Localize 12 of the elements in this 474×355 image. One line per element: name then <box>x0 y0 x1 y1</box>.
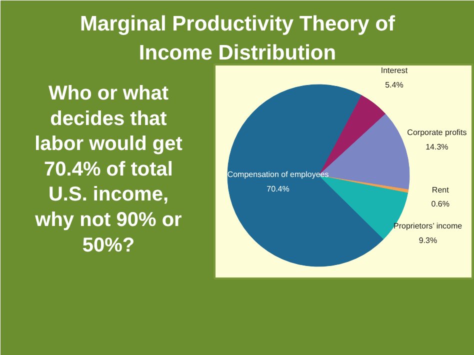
text: Who or what decides that labor would get 70.4% of total U.S. income, why not 90% or 50%? <box>34 82 183 256</box>
slice-label: Corporate profits <box>407 128 467 137</box>
slice-label: Proprietors’ income <box>394 222 463 231</box>
slice-label: Interest <box>380 66 408 75</box>
data-label: 9.3% <box>418 236 438 245</box>
slice-label: Compensation of employees <box>227 170 329 180</box>
data-label: 0.6% <box>431 200 450 209</box>
slice-label: Rent <box>432 185 450 194</box>
chart-title: Marginal Productivity Theory of Income Distribution <box>80 12 396 64</box>
data-label: 5.4% <box>385 80 404 90</box>
data-label: 14.3% <box>426 142 448 152</box>
data-label: 70.4% <box>266 184 290 194</box>
